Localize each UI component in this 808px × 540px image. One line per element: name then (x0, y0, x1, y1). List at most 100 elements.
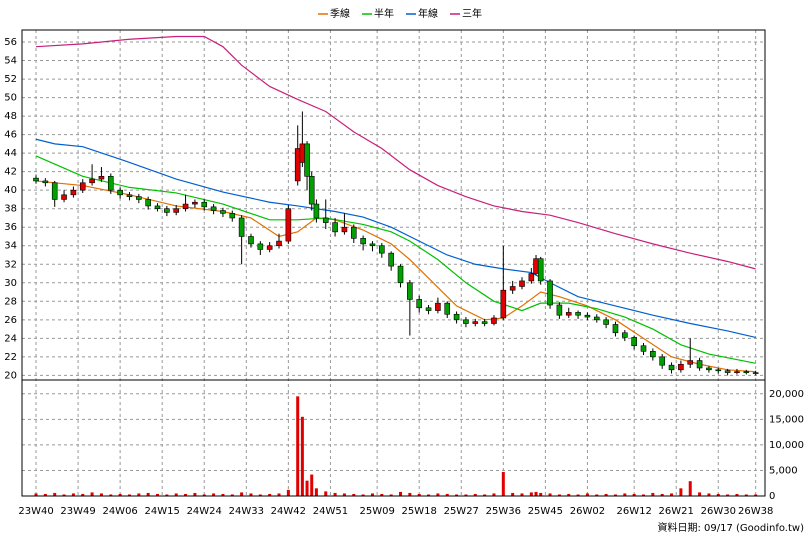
volume-bar (670, 493, 674, 496)
candle-body (33, 177, 39, 182)
volume-bar (679, 488, 683, 496)
volume-bar (165, 494, 169, 496)
candle-body (360, 238, 366, 245)
y-tick-label: 50 (4, 93, 17, 104)
volume-bar (688, 481, 692, 496)
volume-bar (305, 480, 309, 496)
volume-bar (642, 494, 646, 496)
volume-bar (230, 494, 234, 496)
y-tick-label: 24 (4, 333, 17, 344)
volume-panel (21, 379, 766, 497)
x-tick-label: 24W33 (229, 506, 264, 517)
candle-body (304, 143, 310, 177)
candle-body (285, 208, 292, 242)
candle-body (107, 175, 114, 191)
legend-label: 季線 (330, 7, 350, 20)
candle-body (257, 243, 264, 250)
candle-body (210, 206, 217, 211)
volume-bar (310, 474, 314, 496)
candle-body (631, 337, 637, 347)
volume-bar (567, 493, 571, 496)
y-tick-label: 54 (4, 56, 17, 67)
volume-bar (361, 494, 365, 496)
candle-body (98, 175, 105, 180)
volume-bar (90, 492, 94, 496)
candle-body (444, 302, 451, 315)
y-tick-label: 42 (4, 167, 17, 178)
candle-body (308, 175, 315, 205)
volume-bar (417, 493, 421, 496)
y-tick-label: 44 (4, 148, 17, 159)
volume-bar (445, 493, 449, 496)
candle-body (145, 199, 151, 207)
candle-body (276, 240, 282, 247)
candle-body (322, 217, 329, 223)
volume-bar (62, 494, 66, 496)
candle-body (294, 148, 301, 182)
candle-body (584, 314, 591, 318)
candle-body (519, 280, 525, 287)
volume-bar (520, 493, 524, 496)
y-tick-label: 46 (4, 130, 17, 141)
candle-body (668, 364, 675, 371)
candle-body (659, 356, 665, 366)
volume-bar (632, 493, 636, 496)
volume-bar (595, 494, 599, 496)
volume-bar (427, 494, 431, 496)
volume-bar (501, 471, 505, 496)
volume-bar (127, 494, 131, 496)
x-tick-label: 23W40 (18, 506, 53, 517)
candle-body (575, 312, 581, 316)
candle-body (743, 371, 750, 373)
candle-body (369, 243, 376, 247)
candle-body (42, 180, 49, 184)
candle-body (248, 236, 254, 245)
candle-body (453, 313, 460, 321)
volume-bar (651, 492, 655, 496)
volume-tick-label: 0 (769, 491, 775, 502)
volume-bar (34, 493, 38, 496)
volume-bar (436, 493, 440, 496)
candle-body (388, 252, 394, 267)
volume-bar (53, 492, 57, 496)
volume-bar (408, 492, 412, 496)
candle-body (678, 363, 684, 371)
volume-bar (557, 494, 561, 496)
y-tick-label: 56 (4, 37, 17, 48)
volume-bar (202, 494, 206, 496)
volume-bar (613, 494, 617, 496)
x-tick-label: 23W49 (60, 506, 95, 517)
volume-bar (511, 492, 515, 496)
volume-bar (314, 488, 318, 496)
volume-bar (455, 494, 459, 496)
volume-bar (623, 493, 627, 496)
y-tick-label: 36 (4, 222, 17, 233)
x-tick-label: 25W45 (528, 506, 563, 517)
volume-bar (744, 494, 748, 496)
volume-bar (473, 493, 477, 496)
volume-bar (240, 492, 244, 496)
candle-body (547, 280, 553, 306)
volume-bar (99, 493, 103, 496)
y-tick-label: 28 (4, 296, 17, 307)
volume-bar (118, 493, 122, 496)
candle-body (79, 182, 86, 191)
volume-bar (193, 492, 197, 496)
volume-bar (726, 494, 730, 496)
candle-body (70, 189, 77, 196)
candle-body (650, 350, 656, 358)
candle-body (706, 367, 712, 371)
candle-body (463, 319, 469, 324)
candle-body (509, 286, 516, 291)
candle-body (117, 189, 123, 196)
y-tick-label: 30 (4, 278, 17, 289)
volume-bar (286, 489, 290, 496)
volume-bar (464, 494, 468, 496)
x-tick-label: 26W21 (659, 506, 694, 517)
candle-body (565, 312, 572, 316)
candle-body (89, 178, 95, 184)
candle-body (341, 226, 348, 233)
volume-bar (342, 493, 346, 496)
volume-bar (333, 492, 337, 496)
candle-body (266, 245, 273, 250)
